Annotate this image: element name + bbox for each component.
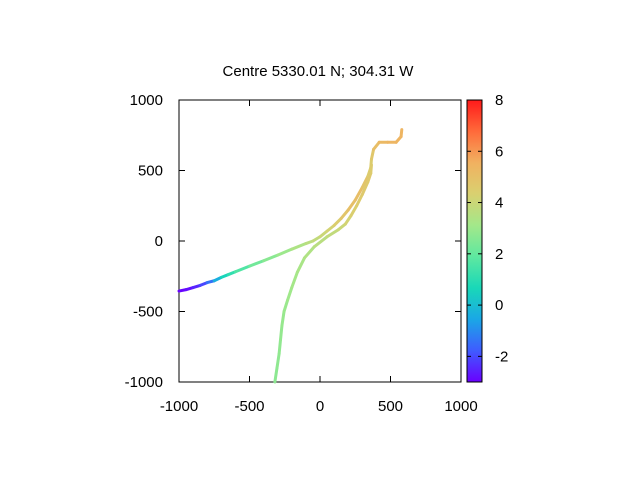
colorbar-tick-label: 8 — [495, 92, 503, 109]
y-tick-label: -1000 — [125, 374, 163, 391]
series-2 — [273, 163, 373, 384]
colorbar-tick-label: 4 — [495, 195, 503, 212]
series-segment — [302, 245, 316, 260]
series-layer — [177, 128, 404, 384]
series-segment — [349, 204, 359, 218]
series-segment — [280, 310, 286, 328]
series-segment — [277, 338, 283, 356]
series-segment — [290, 242, 308, 251]
series-segment — [336, 222, 347, 232]
chart-title: Centre 5330.01 N; 304.31 W — [223, 63, 415, 80]
series-segment — [355, 192, 364, 208]
series-segment — [360, 174, 370, 189]
series-segment — [276, 247, 294, 257]
series-segment — [346, 198, 357, 212]
x-tick-label: 1000 — [444, 398, 477, 415]
series-1 — [177, 128, 404, 293]
colorbar-gradient — [466, 99, 483, 383]
colorbar-tick-label: 2 — [495, 246, 503, 263]
series-segment — [325, 228, 340, 239]
x-axis-ticks: -1000 -500 0 500 1000 — [160, 100, 478, 415]
y-tick-label: 0 — [155, 233, 163, 250]
y-axis-ticks: 1000 500 0 -500 -1000 — [125, 92, 461, 391]
series-segment — [325, 223, 336, 233]
series-segment — [248, 259, 266, 268]
series-segment — [353, 185, 364, 202]
series-segment — [369, 147, 376, 161]
plot-area: -1000 -500 0 500 1000 1000 500 0 -500 -1000 — [125, 92, 478, 415]
series-segment — [318, 229, 329, 239]
x-tick-label: -1000 — [160, 398, 198, 415]
series-segment — [290, 270, 299, 290]
x-tick-label: -500 — [234, 398, 264, 415]
colorbar-tick-label: 0 — [495, 297, 503, 314]
y-tick-label: 500 — [138, 163, 163, 180]
series-segment — [286, 286, 294, 302]
colorbar-tick-label: -2 — [495, 348, 508, 365]
series-segment — [295, 256, 306, 274]
series-segment — [399, 128, 404, 139]
series-segment — [360, 180, 370, 196]
x-tick-label: 500 — [378, 398, 403, 415]
series-segment — [339, 208, 350, 220]
series-segment — [343, 214, 353, 226]
series-segment — [332, 216, 343, 227]
y-tick-label: -500 — [133, 304, 163, 321]
series-segment — [312, 235, 329, 249]
series-segment — [282, 298, 290, 313]
series-segment — [273, 366, 279, 384]
colorbar-ticks: 8 6 4 2 0 -2 — [467, 92, 508, 365]
series-segment — [372, 140, 381, 151]
series-segment — [275, 352, 281, 370]
series-segment — [233, 264, 251, 274]
series-segment — [262, 253, 280, 263]
series-segment — [279, 324, 284, 342]
colorbar: 8 6 4 2 0 -2 — [466, 92, 508, 383]
series-segment — [369, 163, 373, 175]
colorbar-tick-label: 6 — [495, 143, 503, 160]
x-tick-label: 0 — [316, 398, 324, 415]
y-tick-label: 1000 — [130, 92, 163, 109]
